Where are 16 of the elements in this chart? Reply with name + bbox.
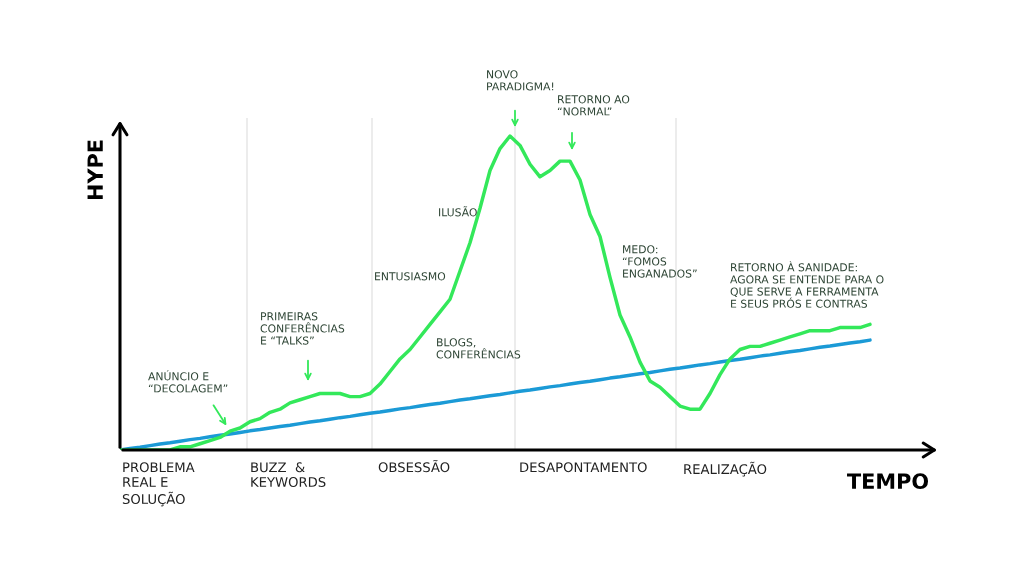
text: DESAPONTAMENTO: [520, 462, 647, 473]
annotation: BLOGS, CONFERÊNCIAS: [436, 338, 521, 359]
annotation: ENTUSIASMO: [375, 272, 446, 281]
text: RETORNO AO “NORMAL”: [557, 95, 630, 116]
text: OBSESSÃO: [378, 459, 450, 473]
annotation: ILUSÃO: [439, 206, 477, 217]
annotation: RETORNO À SANIDADE: AGORA SE ENTENDE PARA O QUE SERVE A FERRAMENTA E SEUS PRÓS E CONTRAS: [730, 261, 884, 308]
y-axis-title: HYPE: [87, 140, 103, 200]
x-axis-title: TEMPO: [847, 473, 929, 490]
annotation: MEDO: “FOMOS ENGANADOS”: [622, 245, 697, 278]
text: PROBLEMA REAL E SOLUÇÃO: [122, 462, 195, 507]
annotation: PRIMEIRAS CONFERÊNCIAS E “TALKS”: [260, 312, 345, 345]
text: NOVO PARADIGMA!: [487, 70, 554, 91]
text: REALIZAÇÃO: [684, 461, 767, 477]
text: BUZZ & KEYWORDS: [251, 462, 326, 487]
annotation: ANÚNCIO E “DECOLAGEM”: [148, 370, 228, 393]
